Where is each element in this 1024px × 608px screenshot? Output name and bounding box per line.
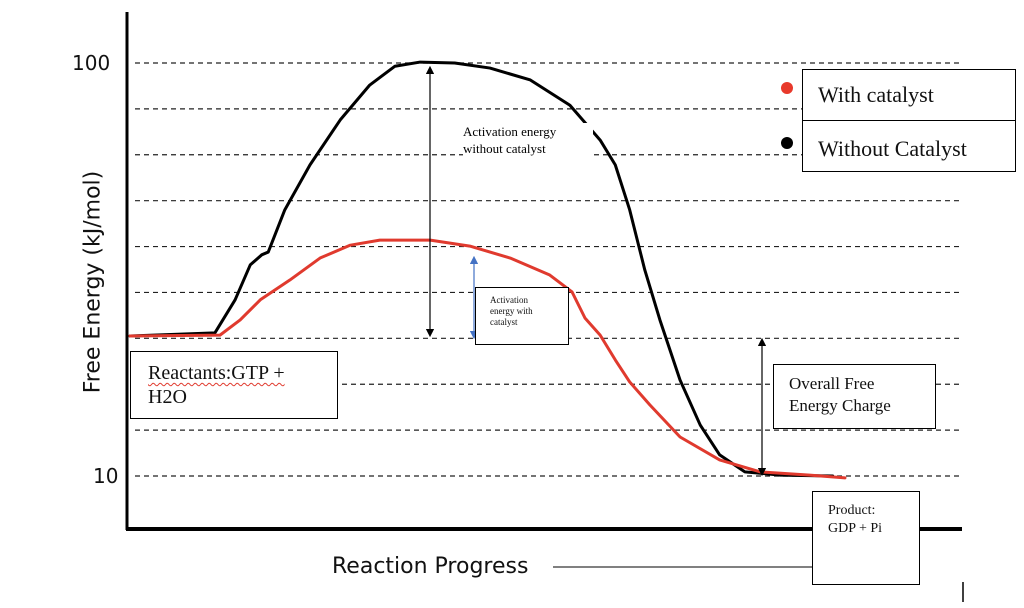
product-box: Product: GDP + Pi bbox=[812, 491, 920, 585]
activation-with-label-box: Activation energy with catalyst bbox=[475, 287, 569, 345]
overall-label-line1: Overall Free bbox=[789, 374, 875, 393]
reactants-label-line2: H2O bbox=[148, 386, 187, 408]
product-label-line1: Product: bbox=[828, 503, 876, 518]
product-label-line2: GDP + Pi bbox=[828, 521, 883, 536]
legend-dot-without-catalyst bbox=[781, 137, 793, 149]
overall-label-line2: Energy Charge bbox=[789, 396, 891, 415]
y-tick-10: 10 bbox=[93, 464, 119, 488]
reactants-box: Reactants:GTP + H2O bbox=[130, 351, 338, 419]
legend-item-with-catalyst: With catalyst bbox=[818, 82, 934, 107]
series-line-with-catalyst bbox=[128, 238, 847, 480]
x-axis-label: Reaction Progress bbox=[332, 554, 529, 579]
overall-energy-box: Overall Free Energy Charge bbox=[773, 364, 936, 429]
legend-dot-with-catalyst bbox=[781, 82, 793, 94]
legend-item-without-catalyst: Without Catalyst bbox=[818, 136, 967, 161]
activation-with-label: Activation energy with catalyst bbox=[490, 295, 533, 327]
legend: With catalyst Without Catalyst bbox=[802, 69, 1016, 172]
y-axis-label: Free Energy (kJ/mol) bbox=[80, 170, 106, 394]
activation-without-label: Activation energy without catalyst bbox=[463, 123, 593, 157]
series-line-without-catalyst bbox=[128, 60, 835, 478]
reactants-label-line1: Reactants:GTP + bbox=[148, 362, 285, 384]
y-tick-100: 100 bbox=[72, 51, 111, 75]
